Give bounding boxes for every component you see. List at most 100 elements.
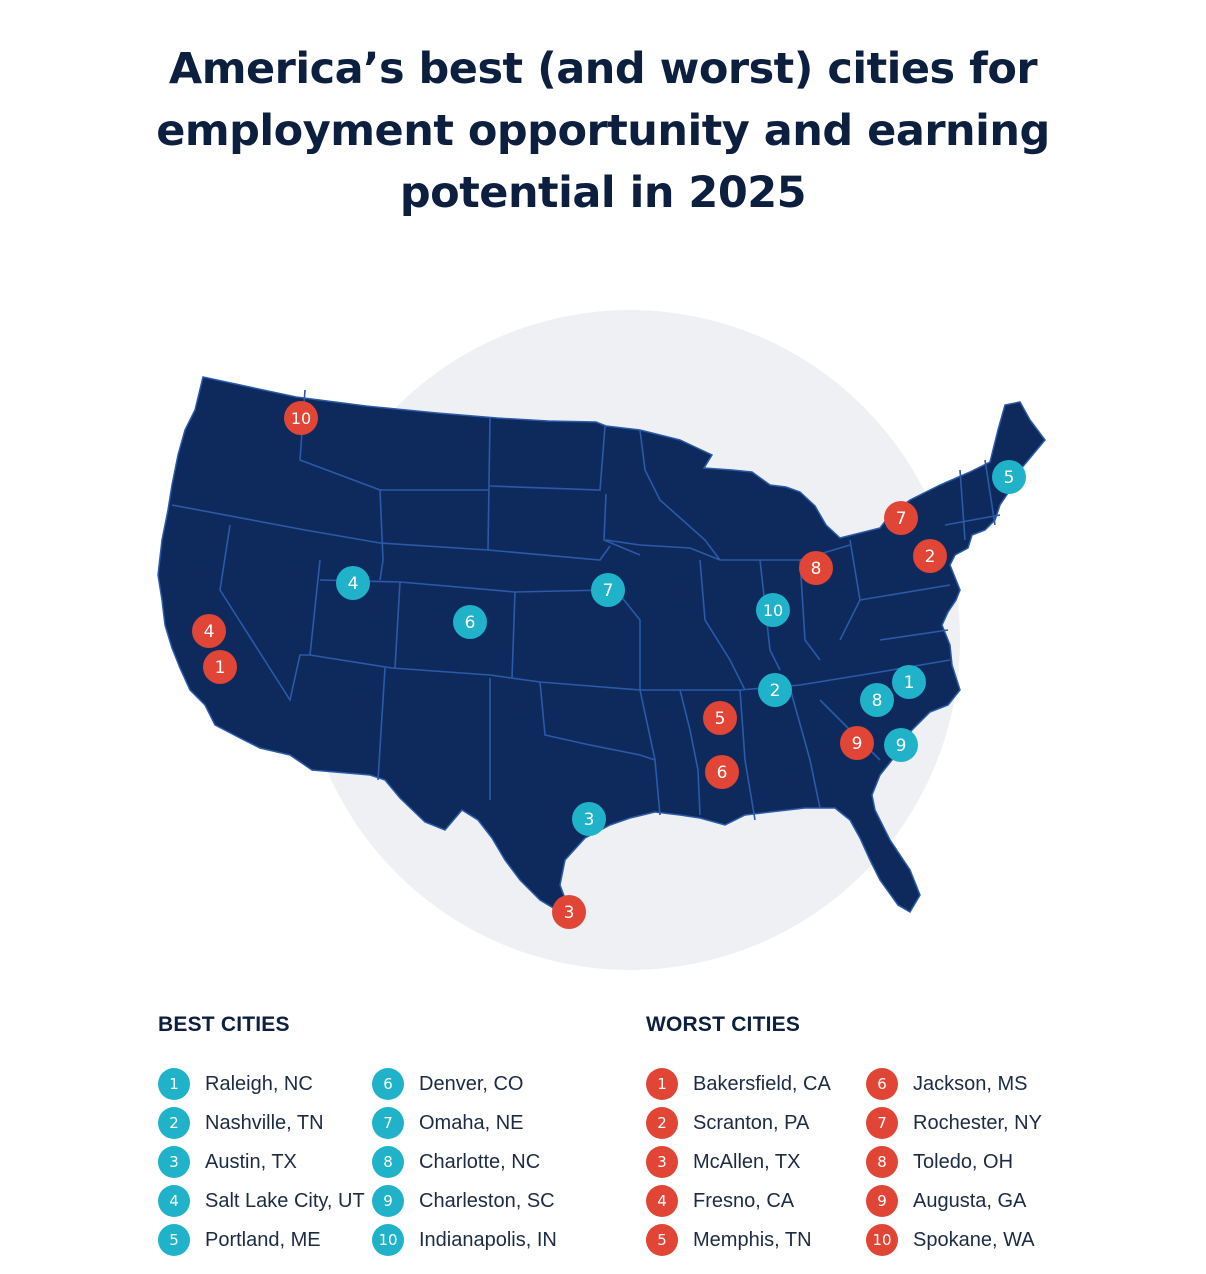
worst-legend-city: Augusta, GA xyxy=(913,1189,1027,1212)
best-legend-city: Omaha, NE xyxy=(419,1111,524,1134)
worst-legend-badge: 4 xyxy=(646,1185,678,1217)
best-legend-city: Nashville, TN xyxy=(205,1111,324,1134)
worst-legend-city: Toledo, OH xyxy=(913,1150,1014,1173)
best-legend-item-4: 4 Salt Lake City, UT xyxy=(158,1184,365,1218)
best-city-marker-10: 10 xyxy=(756,593,790,627)
best-legend-city: Raleigh, NC xyxy=(205,1072,313,1095)
best-legend-item-3: 3 Austin, TX xyxy=(158,1145,297,1179)
worst-legend-city: McAllen, TX xyxy=(693,1150,801,1173)
worst-city-marker-2: 2 xyxy=(913,539,947,573)
best-marker-circle xyxy=(336,566,370,600)
worst-legend-badge: 3 xyxy=(646,1146,678,1178)
worst-city-marker-8: 8 xyxy=(799,551,833,585)
worst-marker-label: 6 xyxy=(717,763,728,783)
best-legend-badge: 8 xyxy=(372,1146,404,1178)
page-title: America’s best (and worst) cities for em… xyxy=(0,38,1206,224)
worst-legend-badge: 8 xyxy=(866,1146,898,1178)
best-city-marker-6: 6 xyxy=(453,605,487,639)
worst-city-marker-3: 3 xyxy=(552,895,586,929)
worst-city-marker-9: 9 xyxy=(840,726,874,760)
best-marker-circle xyxy=(860,683,894,717)
best-legend-item-7: 7 Omaha, NE xyxy=(372,1106,523,1140)
best-marker-label: 7 xyxy=(603,581,614,601)
worst-legend-city: Spokane, WA xyxy=(913,1228,1035,1251)
worst-marker-circle xyxy=(552,895,586,929)
worst-legend-item-9: 9 Augusta, GA xyxy=(866,1184,1026,1218)
worst-legend-item-10: 10 Spokane, WA xyxy=(866,1223,1035,1257)
best-legend-badge: 4 xyxy=(158,1185,190,1217)
best-marker-label: 6 xyxy=(465,613,476,633)
best-legend-badge: 6 xyxy=(372,1068,404,1100)
best-legend-item-8: 8 Charlotte, NC xyxy=(372,1145,540,1179)
worst-city-marker-10: 10 xyxy=(284,401,318,435)
best-legend-badge: 1 xyxy=(158,1068,190,1100)
worst-legend-item-2: 2 Scranton, PA xyxy=(646,1106,809,1140)
worst-marker-circle xyxy=(203,650,237,684)
worst-marker-label: 10 xyxy=(291,409,311,428)
worst-marker-label: 2 xyxy=(925,547,936,567)
state-borders xyxy=(171,389,1001,821)
best-legend-city: Austin, TX xyxy=(205,1150,297,1173)
best-city-marker-1: 1 xyxy=(892,665,926,699)
worst-legend-city: Scranton, PA xyxy=(693,1111,810,1134)
worst-marker-circle xyxy=(799,551,833,585)
best-legend-item-1: 1 Raleigh, NC xyxy=(158,1067,313,1101)
worst-cities-heading: WORST CITIES xyxy=(646,1013,801,1036)
best-marker-label: 2 xyxy=(770,681,781,701)
worst-marker-label: 5 xyxy=(715,709,726,729)
best-marker-circle xyxy=(453,605,487,639)
best-legend-badge: 2 xyxy=(158,1107,190,1139)
worst-legend-item-8: 8 Toledo, OH xyxy=(866,1145,1013,1179)
best-marker-label: 3 xyxy=(584,810,595,830)
best-city-marker-3: 3 xyxy=(572,802,606,836)
best-marker-circle xyxy=(892,665,926,699)
best-marker-label: 8 xyxy=(872,691,883,711)
worst-legend-item-5: 5 Memphis, TN xyxy=(646,1223,812,1257)
best-legend-city: Portland, ME xyxy=(205,1228,321,1251)
best-marker-circle xyxy=(758,673,792,707)
best-city-marker-2: 2 xyxy=(758,673,792,707)
worst-legend-item-7: 7 Rochester, NY xyxy=(866,1106,1042,1140)
worst-legend-item-6: 6 Jackson, MS xyxy=(866,1067,1027,1101)
best-city-marker-5: 5 xyxy=(992,460,1026,494)
worst-marker-label: 1 xyxy=(215,658,226,678)
worst-marker-circle xyxy=(703,701,737,735)
title-line-3: potential in 2025 xyxy=(399,168,807,218)
best-marker-circle xyxy=(884,728,918,762)
best-cities-heading: BEST CITIES xyxy=(158,1013,290,1036)
worst-marker-label: 8 xyxy=(811,559,822,579)
worst-marker-circle xyxy=(192,614,226,648)
best-legend-item-10: 10 Indianapolis, IN xyxy=(372,1223,557,1257)
worst-city-marker-7: 7 xyxy=(884,501,918,535)
best-marker-label: 9 xyxy=(896,736,907,756)
worst-legend-city: Fresno, CA xyxy=(693,1189,795,1212)
worst-legend-badge: 9 xyxy=(866,1185,898,1217)
worst-city-marker-4: 4 xyxy=(192,614,226,648)
title-line-1: America’s best (and worst) cities for xyxy=(168,44,1038,94)
worst-legend-city: Jackson, MS xyxy=(913,1072,1028,1095)
best-legend-city: Indianapolis, IN xyxy=(419,1228,557,1251)
best-city-marker-8: 8 xyxy=(860,683,894,717)
city-markers: 1 2 3 4 5 6 7 8 9 10 1 2 3 4 5 6 7 8 9 10 xyxy=(192,401,1026,929)
best-legend-city: Salt Lake City, UT xyxy=(205,1189,365,1212)
best-marker-label: 10 xyxy=(763,601,783,620)
best-legend-badge: 7 xyxy=(372,1107,404,1139)
best-city-marker-4: 4 xyxy=(336,566,370,600)
worst-city-marker-1: 1 xyxy=(203,650,237,684)
best-legend-item-6: 6 Denver, CO xyxy=(372,1067,523,1101)
best-legend-city: Charleston, SC xyxy=(419,1189,555,1212)
best-marker-circle xyxy=(756,593,790,627)
worst-marker-circle xyxy=(884,501,918,535)
best-legend-city: Denver, CO xyxy=(419,1072,524,1095)
worst-legend-item-1: 1 Bakersfield, CA xyxy=(646,1067,831,1101)
worst-marker-circle xyxy=(913,539,947,573)
best-marker-circle xyxy=(572,802,606,836)
worst-marker-circle xyxy=(705,755,739,789)
best-marker-label: 4 xyxy=(348,574,359,594)
best-legend-item-5: 5 Portland, ME xyxy=(158,1223,321,1257)
best-city-marker-7: 7 xyxy=(591,573,625,607)
best-legend-item-9: 9 Charleston, SC xyxy=(372,1184,555,1218)
worst-legend-city: Memphis, TN xyxy=(693,1228,812,1251)
worst-city-marker-6: 6 xyxy=(705,755,739,789)
